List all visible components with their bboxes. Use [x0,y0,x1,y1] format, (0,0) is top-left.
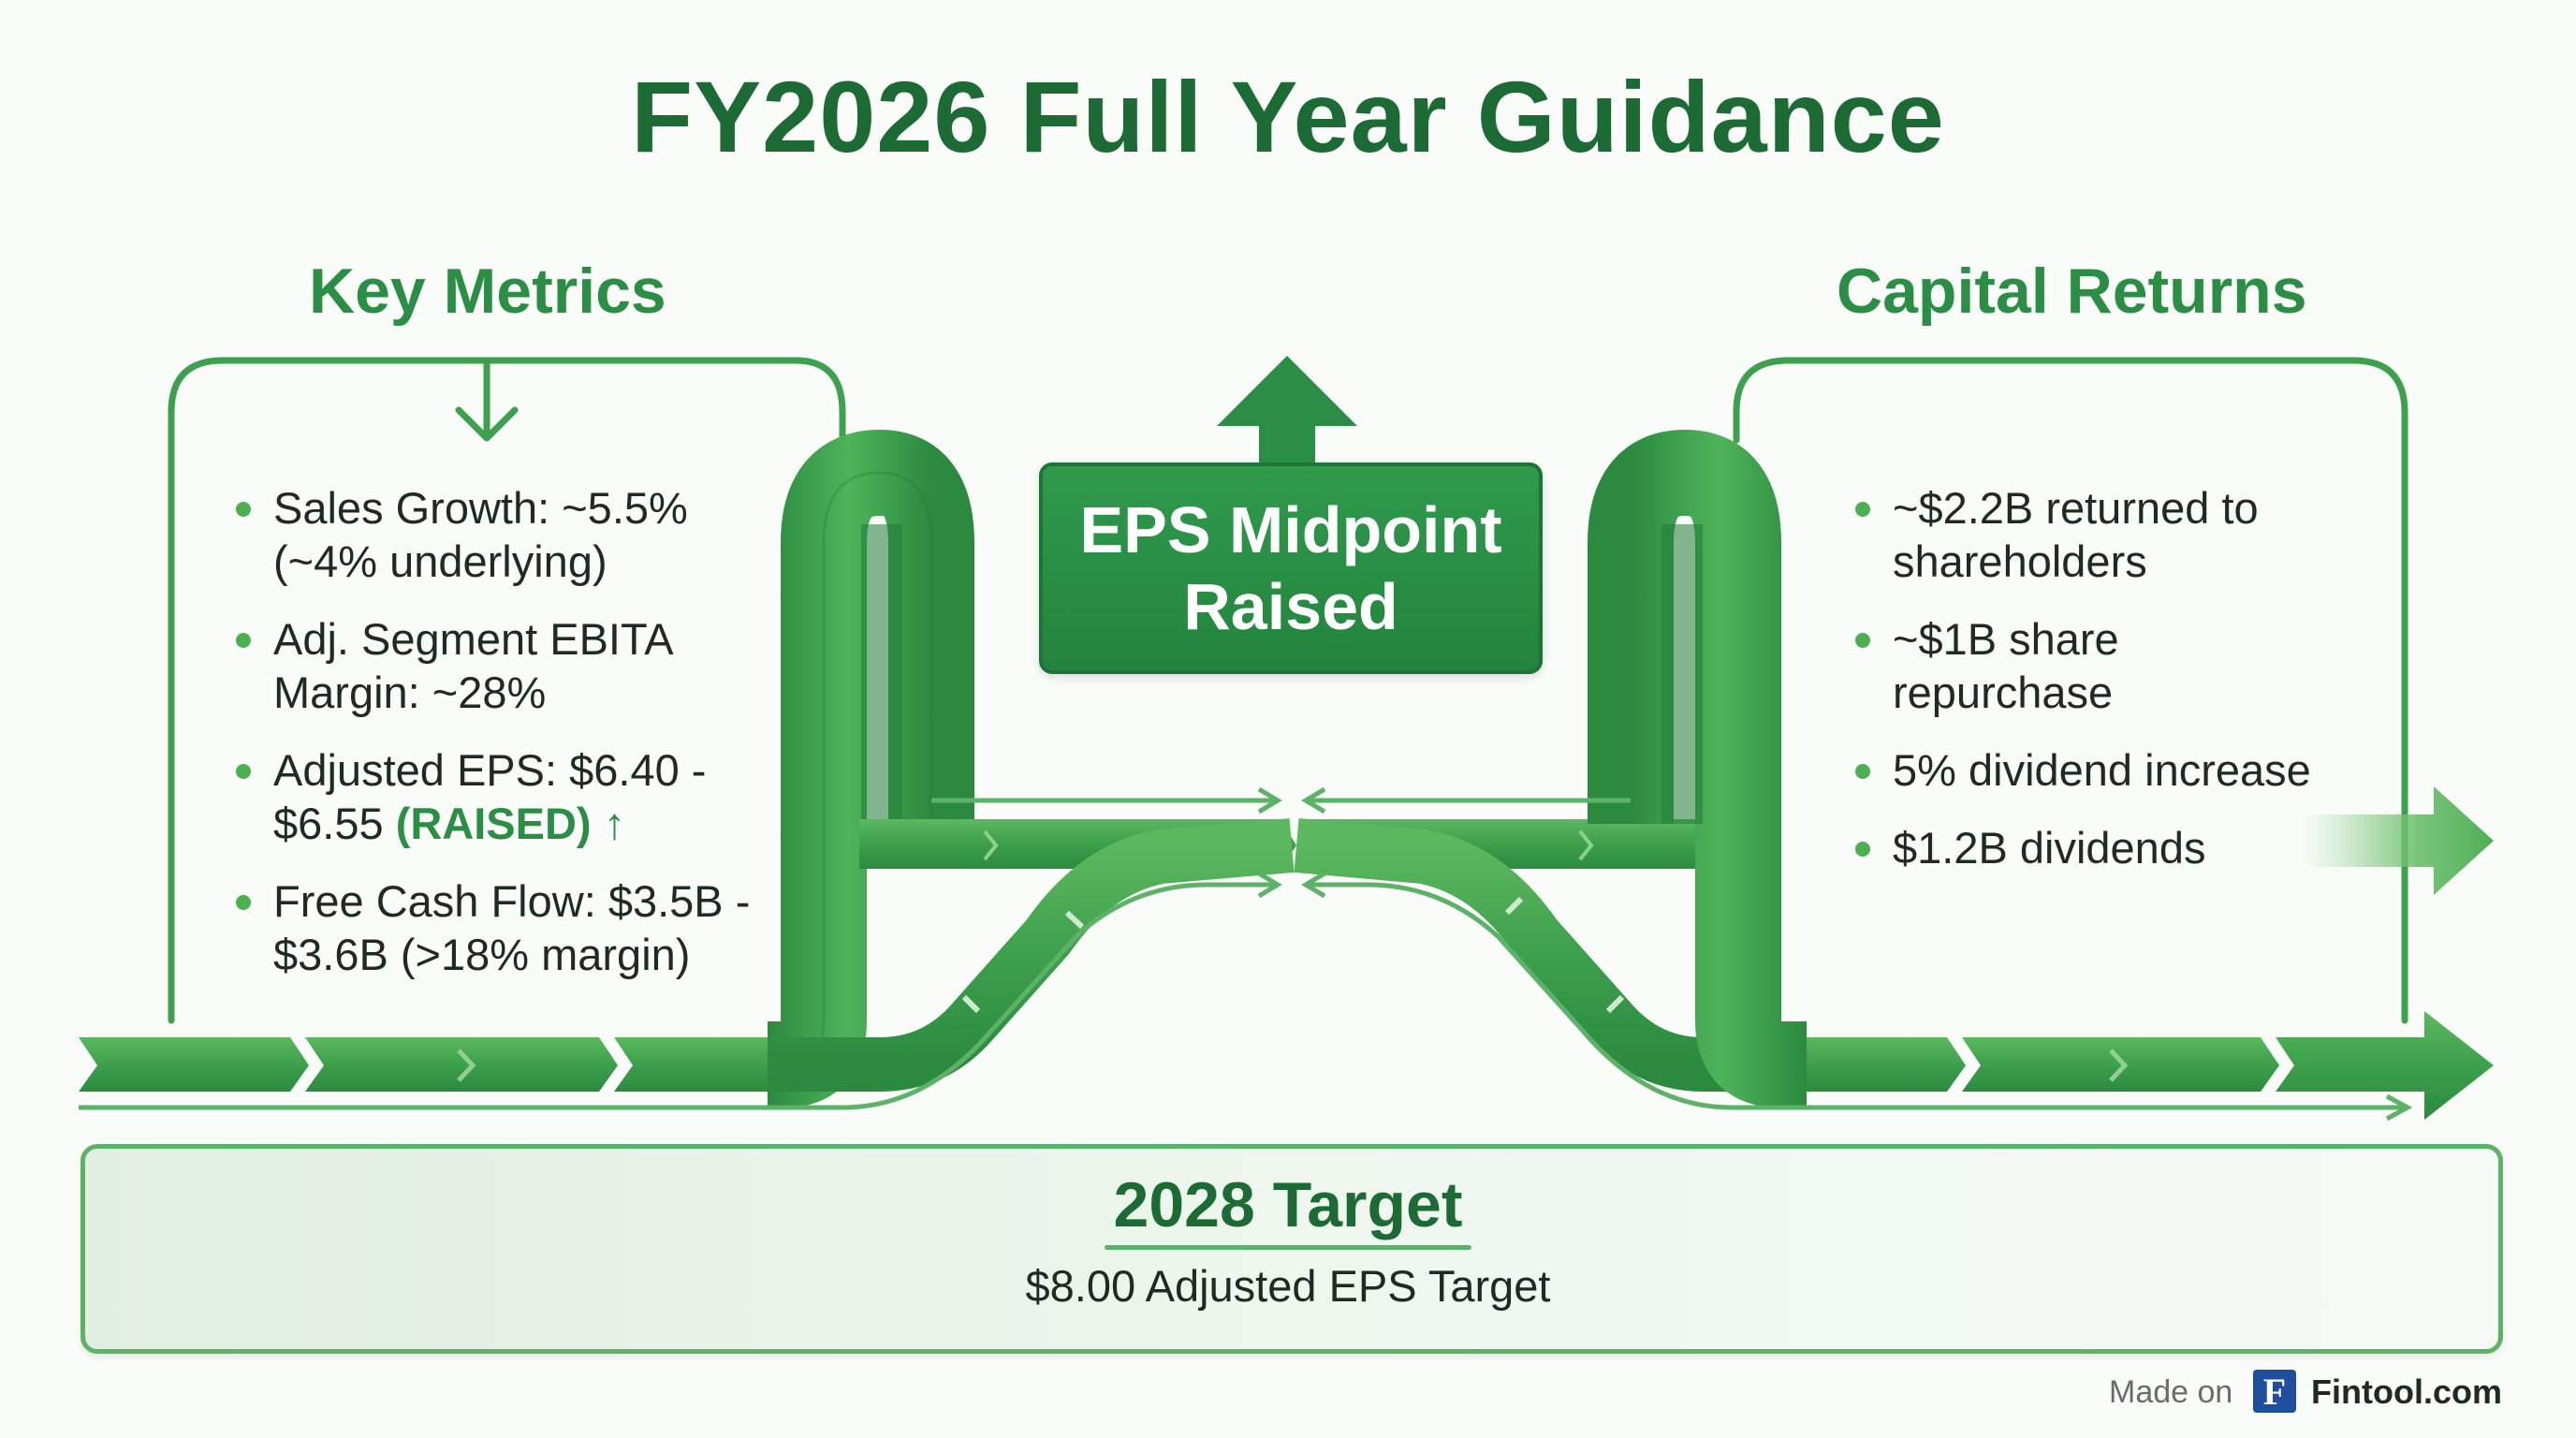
target-underline [1105,1245,1471,1250]
list-item: Free Cash Flow: $3.5B - $3.6B (>18% marg… [236,874,769,981]
bullet-dot [1855,502,1870,517]
up-arrow-icon [1217,356,1357,468]
made-on-label: Made on [2109,1374,2233,1410]
list-item: ~$1B share repurchase [1855,612,2342,719]
target-subtitle: $8.00 Adjusted EPS Target [1025,1261,1551,1311]
ribbon-segment-right [1807,1011,2494,1120]
bullet-dot [1855,842,1870,857]
raised-badge: (RAISED) [395,799,592,848]
bullet-dot [1855,633,1870,648]
left-bracket-line [168,357,846,1024]
eps-midpoint-label: EPS Midpoint Raised [1079,493,1502,643]
right-thin-lines [1301,786,2413,1122]
list-item: Adj. Segment EBITA Margin: ~28% [236,612,769,719]
exit-arrow-icon [2303,786,2494,895]
bullet-dot [236,895,251,910]
list-item: Adjusted EPS: $6.40 - $6.55 (RAISED) ↑ [236,743,769,850]
target-title: 2028 Target [1113,1169,1463,1240]
list-item: 5% dividend increase [1855,743,2342,797]
list-item: $1.2B dividends [1855,821,2342,874]
capital-returns-list: ~$2.2B returned to shareholders ~$1B sha… [1855,481,2342,899]
fintool-logo-icon[interactable]: F [2253,1370,2296,1413]
falling-ribbon [1294,818,1807,1092]
left-loop [743,430,974,1108]
right-bracket-line [1733,357,2408,1024]
bullet-dot [236,764,251,779]
right-loop [1588,430,1822,1108]
list-item: Sales Growth: ~5.5% (~4% underlying) [236,481,769,588]
down-arrow-icon [455,357,519,442]
left-thin-lines [79,786,1282,1110]
capital-returns-heading: Capital Returns [1837,256,2307,327]
key-metrics-heading: Key Metrics [309,256,666,327]
key-metrics-list: Sales Growth: ~5.5% (~4% underlying) Adj… [236,481,769,1005]
bullet-dot [1855,764,1870,779]
up-arrow-icon: ↑ [603,799,626,848]
list-item: ~$2.2B returned to shareholders [1855,481,2342,588]
page-title: FY2026 Full Year Guidance [631,60,1945,173]
ribbon-segment-left [79,1037,768,1092]
bullet-dot [236,633,251,648]
rising-ribbon [768,818,1295,1092]
eps-midpoint-box: EPS Midpoint Raised [1039,462,1543,674]
fintool-brand-link[interactable]: Fintool.com [2311,1372,2502,1411]
bullet-dot [236,502,251,517]
